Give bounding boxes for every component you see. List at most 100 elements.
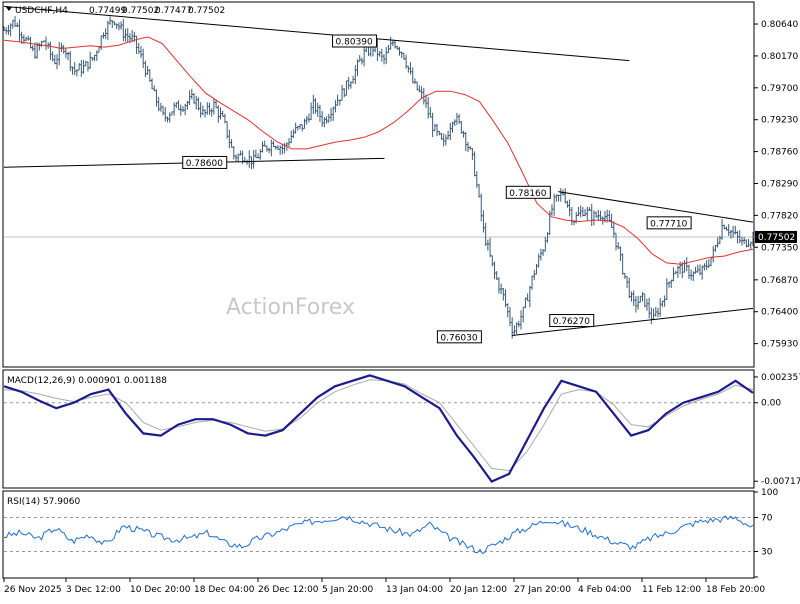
price-bar	[221, 110, 224, 117]
price-bar	[643, 293, 646, 308]
price-bar	[385, 46, 388, 65]
price-bar	[513, 325, 516, 336]
macd-panel-frame	[2, 369, 755, 489]
y-tick-label: 0.75930	[761, 340, 798, 350]
y-tick-label: 0.80170	[761, 52, 798, 62]
price-bar	[77, 62, 81, 71]
price-bar	[345, 80, 348, 96]
price-bar	[475, 171, 479, 188]
trendline	[3, 5, 630, 62]
price-bar	[223, 113, 227, 124]
price-annotation: 0.76270	[549, 314, 595, 328]
price-bar	[442, 133, 445, 147]
price-bar	[82, 59, 85, 74]
price-bar	[484, 222, 487, 246]
rsi-y-axis: 100 70 30	[754, 488, 778, 578]
price-bar	[420, 86, 423, 99]
price-bar	[495, 271, 498, 280]
price-bar	[698, 264, 702, 276]
x-tick-label: 4 Feb 04:00	[578, 585, 632, 595]
price-bar	[33, 42, 37, 59]
price-bar	[736, 230, 739, 244]
price-bar	[429, 107, 432, 118]
macd-tick-label: 0.00	[761, 399, 781, 409]
price-bar	[294, 122, 297, 134]
price-bar	[628, 277, 631, 299]
price-bar	[159, 102, 163, 112]
price-bar	[630, 291, 633, 302]
price-bar	[504, 289, 507, 308]
price-bar	[705, 260, 708, 270]
price-bar	[707, 259, 711, 269]
annotation-label: 0.80390	[336, 37, 373, 47]
x-tick-label: 20 Jan 12:00	[450, 585, 507, 595]
price-bar	[199, 102, 202, 118]
x-axis: 26 Nov 2025 3 Dec 12:00 10 Dec 20:00 18 Dec…	[3, 578, 765, 595]
price-bar	[725, 226, 728, 231]
price-bar	[119, 21, 123, 30]
price-bar	[113, 21, 116, 26]
price-bar	[694, 266, 697, 274]
header-low: 0.77477	[155, 6, 192, 16]
price-bar	[599, 210, 602, 221]
price-bar	[659, 298, 662, 317]
price-bar	[729, 229, 733, 239]
price-bar	[579, 205, 582, 218]
price-bar	[278, 145, 282, 155]
price-bar	[433, 123, 437, 131]
price-bar	[80, 59, 83, 77]
price-bar	[751, 231, 755, 247]
price-bar	[274, 145, 277, 150]
price-bar	[488, 237, 492, 258]
price-bar	[217, 105, 220, 123]
price-bar	[228, 129, 231, 149]
price-bar	[316, 102, 319, 117]
trendline	[511, 307, 754, 336]
price-bar	[398, 46, 401, 56]
price-bar	[612, 221, 616, 238]
price-bar	[544, 236, 547, 252]
price-bar	[734, 225, 737, 235]
price-bar	[422, 87, 425, 105]
price-bar	[290, 130, 293, 144]
moving-average-line	[3, 36, 754, 265]
price-bar	[27, 35, 30, 41]
price-bar	[460, 121, 463, 134]
price-bar	[206, 102, 209, 115]
price-bar	[480, 193, 483, 222]
price-bar	[108, 16, 112, 25]
price-bar	[298, 124, 302, 130]
header-close: 0.77502	[188, 6, 225, 16]
macd-y-axis: 0.002357 0.00 -0.007172	[754, 373, 800, 487]
macd-lines	[3, 374, 754, 483]
price-bar	[237, 153, 240, 162]
price-bar	[502, 287, 505, 301]
price-bar	[519, 310, 523, 330]
price-bar	[696, 264, 699, 273]
price-bar	[681, 261, 684, 279]
price-bar	[16, 22, 19, 28]
macd-main-line	[3, 374, 754, 483]
rsi-tick-label: 70	[761, 514, 773, 524]
price-bar	[539, 248, 543, 261]
price-bar	[533, 269, 536, 280]
price-bar	[583, 209, 587, 217]
price-bar	[723, 224, 726, 230]
price-bar	[265, 145, 269, 152]
price-bar	[130, 29, 134, 43]
price-bar	[53, 54, 57, 65]
price-bar	[508, 306, 512, 327]
price-bar	[409, 62, 412, 75]
annotation-label: 0.76030	[440, 333, 477, 343]
price-bar	[234, 154, 238, 162]
price-bar	[148, 69, 152, 82]
price-bar	[745, 239, 748, 248]
price-bar	[393, 40, 397, 49]
price-bar	[150, 78, 154, 90]
price-bar	[325, 116, 328, 124]
price-bar	[166, 116, 169, 123]
price-bar	[106, 20, 110, 40]
x-tick-label: 5 Jan 20:00	[322, 585, 374, 595]
price-bar	[71, 66, 74, 75]
